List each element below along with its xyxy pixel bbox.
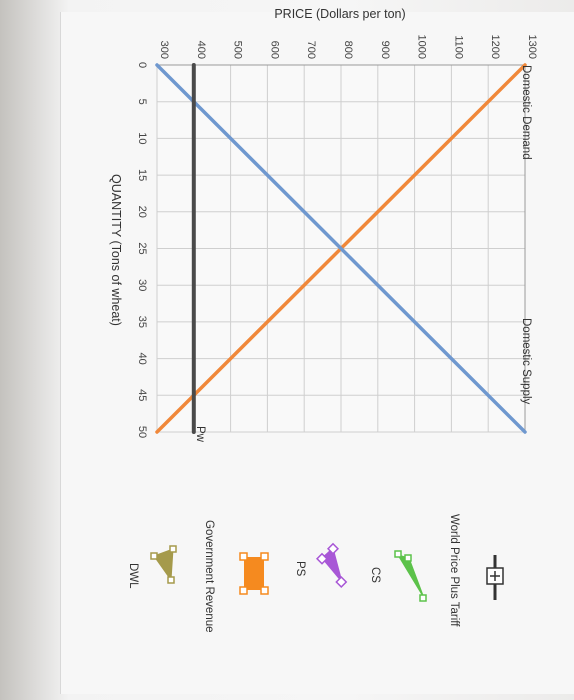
x-tick-label: 40 bbox=[136, 352, 148, 364]
x-tick-label: 10 bbox=[136, 132, 148, 144]
triangle-icon bbox=[396, 554, 425, 599]
y-tick-label: 500 bbox=[232, 41, 244, 59]
x-tick-label: 5 bbox=[136, 99, 148, 105]
series-label-pw: Pw bbox=[194, 426, 206, 443]
tool-label-ps: PS bbox=[294, 561, 306, 577]
x-axis-title: QUANTITY (Tons of wheat) bbox=[109, 174, 123, 326]
y-tick-label: 1200 bbox=[489, 35, 501, 59]
plot-area: 300 400 500 600 700 800 900 1000 1100 1200 1300 0 5 1… bbox=[136, 35, 538, 439]
triangle-icon bbox=[321, 547, 343, 583]
tool-label-dwl: DWL bbox=[127, 563, 139, 589]
series-label-supply: Domestic Supply bbox=[520, 318, 532, 405]
x-tick-label: 30 bbox=[136, 279, 148, 291]
tool-government-revenue[interactable]: Government Revenue bbox=[203, 520, 269, 633]
rectangle-icon bbox=[244, 557, 264, 590]
series-label-demand: Domestic Demand bbox=[520, 65, 532, 160]
tool-label-government-revenue: Government Revenue bbox=[203, 520, 215, 633]
y-tick-label: 600 bbox=[268, 41, 280, 59]
y-tick-label: 900 bbox=[379, 41, 391, 59]
x-tick-label: 0 bbox=[136, 62, 148, 68]
x-tick-label: 35 bbox=[136, 316, 148, 328]
y-tick-label: 400 bbox=[195, 41, 207, 59]
tool-palette: World Price Plus Tariff CS PS Government… bbox=[127, 514, 504, 633]
y-tick-label: 1100 bbox=[452, 35, 464, 59]
tool-label-cs: CS bbox=[369, 567, 381, 583]
y-tick-label: 1000 bbox=[416, 35, 428, 59]
tool-label-world-price-plus-tariff: World Price Plus Tariff bbox=[448, 514, 460, 627]
y-tick-label: 300 bbox=[158, 41, 170, 59]
y-tick-label: 700 bbox=[305, 41, 317, 59]
tool-cs[interactable]: CS bbox=[369, 550, 427, 602]
x-tick-label: 45 bbox=[136, 389, 148, 401]
triangle-icon bbox=[153, 548, 174, 582]
x-tick-label: 15 bbox=[136, 169, 148, 181]
supply-curve[interactable] bbox=[155, 63, 527, 434]
y-axis-title: PRICE (Dollars per ton) bbox=[274, 7, 405, 21]
y-tick-label: 800 bbox=[342, 41, 354, 59]
tool-world-price-plus-tariff[interactable]: World Price Plus Tariff bbox=[448, 514, 504, 627]
x-tick-label: 25 bbox=[136, 242, 148, 254]
y-tick-label: 1300 bbox=[526, 35, 538, 59]
tool-dwl[interactable]: DWL bbox=[127, 545, 177, 589]
tool-ps[interactable]: PS bbox=[294, 542, 348, 589]
tick-labels: 300 400 500 600 700 800 900 1000 1100 1200 1300 0 5 1… bbox=[136, 35, 538, 439]
series-lines[interactable] bbox=[155, 63, 527, 434]
x-tick-label: 50 bbox=[136, 426, 148, 438]
x-tick-label: 20 bbox=[136, 206, 148, 218]
